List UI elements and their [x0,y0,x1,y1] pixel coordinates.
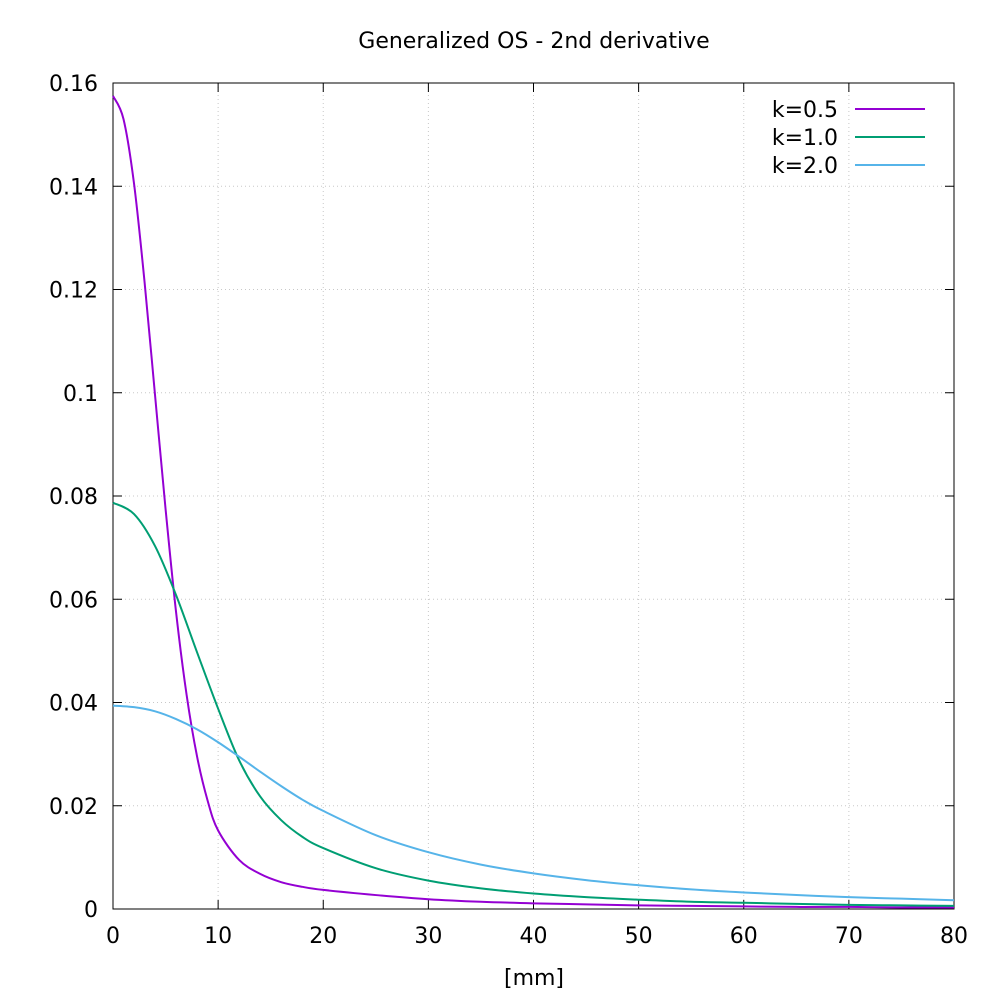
y-tick-label: 0.12 [49,279,98,304]
legend: k=0.5 k=1.0 k=2.0 [772,98,925,179]
series-line-k-2-0 [112,704,955,902]
series-line-k-0-5 [112,95,955,909]
legend-label-k-2-0: k=2.0 [772,154,838,179]
x-tick-label: 50 [625,924,653,949]
y-tick-label: 0.06 [49,588,98,613]
x-tick-label: 10 [204,924,232,949]
series-line-k-1-0 [112,501,955,907]
y-tick-label: 0.1 [63,382,98,407]
y-tick-label: 0.02 [49,795,98,820]
grid [113,83,954,909]
legend-label-k-0-5: k=0.5 [772,98,838,123]
x-tick-label: 70 [835,924,863,949]
x-tick-label: 20 [309,924,337,949]
series-lines [112,95,955,909]
x-axis-tick-labels: 0 10 20 30 40 50 60 70 80 [106,924,968,949]
x-tick-label: 0 [106,924,120,949]
x-axis-label: [mm] [504,966,564,991]
y-tick-label: 0.04 [49,692,98,717]
x-tick-label: 40 [520,924,548,949]
y-tick-label: 0.08 [49,485,98,510]
x-tick-label: 80 [940,924,968,949]
y-tick-label: 0.16 [49,72,98,97]
legend-label-k-1-0: k=1.0 [772,126,838,151]
y-tick-label: 0.14 [49,175,98,200]
chart-title: Generalized OS - 2nd derivative [358,29,709,54]
y-axis-tick-labels: 0 0.02 0.04 0.06 0.08 0.1 0.12 0.14 0.16 [49,72,98,923]
x-tick-label: 30 [414,924,442,949]
axis-ticks [112,82,955,910]
x-tick-label: 60 [730,924,758,949]
y-tick-label: 0 [84,898,98,923]
